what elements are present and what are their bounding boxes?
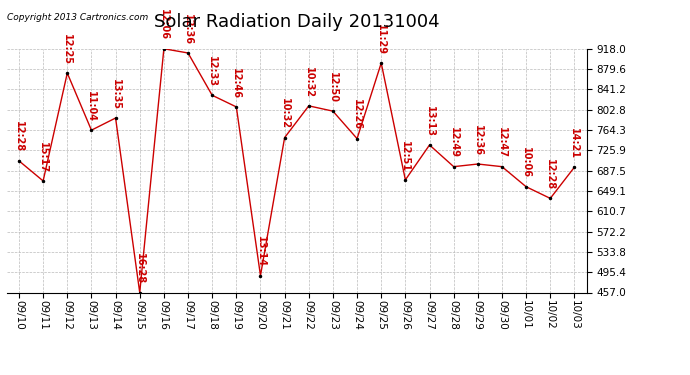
Text: 14:21: 14:21 [569,128,580,159]
Text: 12:26: 12:26 [352,99,362,130]
Text: 12:50: 12:50 [328,72,338,103]
Text: 12:33: 12:33 [207,56,217,87]
Text: 13:35: 13:35 [110,79,121,110]
Text: 10:32: 10:32 [279,98,290,129]
Text: Copyright 2013 Cartronics.com: Copyright 2013 Cartronics.com [7,13,148,22]
Text: 12:28: 12:28 [545,159,555,190]
Text: 12:47: 12:47 [497,128,507,158]
Text: 12:46: 12:46 [231,68,241,99]
Text: 10:06: 10:06 [521,147,531,178]
Text: 12:49: 12:49 [448,128,459,158]
Text: 13:14: 13:14 [255,236,266,267]
Text: 10:32: 10:32 [304,66,314,98]
Text: 12:06: 12:06 [159,9,169,40]
Text: 12:25: 12:25 [62,34,72,65]
Text: 12:28: 12:28 [14,122,24,153]
Text: Radiation  (W/m2): Radiation (W/m2) [542,24,648,34]
Text: 11:04: 11:04 [86,91,97,122]
Text: 16:28: 16:28 [135,253,145,284]
Text: Solar Radiation Daily 20131004: Solar Radiation Daily 20131004 [154,13,440,31]
Text: 12:36: 12:36 [183,13,193,45]
Text: 13:13: 13:13 [424,106,435,136]
Text: 12:51: 12:51 [400,141,411,171]
Text: 12:36: 12:36 [473,124,483,156]
Text: 15:17: 15:17 [38,142,48,172]
Text: 11:29: 11:29 [376,24,386,55]
